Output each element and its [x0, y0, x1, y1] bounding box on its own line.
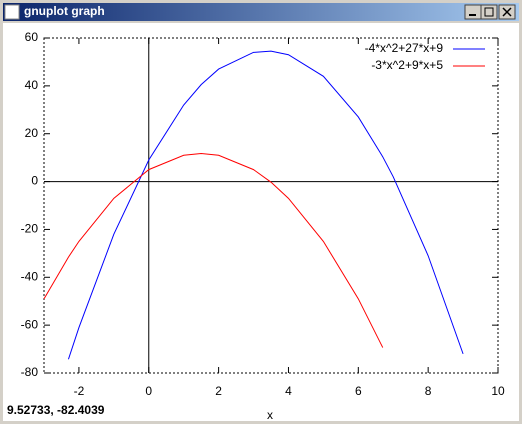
maximize-button[interactable] — [480, 4, 498, 20]
window-buttons — [464, 4, 516, 20]
y-tick-label: -20 — [21, 222, 39, 236]
app-icon — [4, 4, 20, 20]
close-icon — [502, 7, 512, 17]
y-tick-label: 20 — [25, 126, 39, 140]
y-tick-label: 40 — [25, 78, 39, 92]
y-tick-label: -60 — [21, 317, 39, 331]
y-tick-label: -40 — [21, 269, 39, 283]
maximize-icon — [484, 7, 494, 17]
status-text: 9.52733, -82.4039 — [7, 403, 105, 417]
title-bar — [3, 3, 519, 21]
plot-canvas — [3, 23, 519, 421]
window-title: gnuplot graph — [24, 4, 105, 18]
legend-label: -4*x^2+27*x+9 — [365, 41, 444, 55]
x-tick-label: 10 — [491, 384, 505, 398]
x-tick-label: 8 — [425, 384, 432, 398]
x-axis-label: x — [267, 408, 273, 422]
series-line — [43, 152, 384, 348]
plot-border — [43, 37, 499, 374]
x-tick-label: 0 — [145, 384, 152, 398]
legend-label: -3*x^2+9*x+5 — [371, 58, 443, 72]
minimize-button[interactable] — [464, 4, 482, 20]
y-tick-label: 60 — [25, 30, 39, 44]
y-tick-label: 0 — [31, 174, 38, 188]
x-tick-label: 2 — [215, 384, 222, 398]
series-line — [67, 50, 464, 360]
x-tick-label: 4 — [285, 384, 292, 398]
y-tick-label: -80 — [21, 365, 39, 379]
x-tick-label: -2 — [74, 384, 85, 398]
x-tick-label: 6 — [355, 384, 362, 398]
